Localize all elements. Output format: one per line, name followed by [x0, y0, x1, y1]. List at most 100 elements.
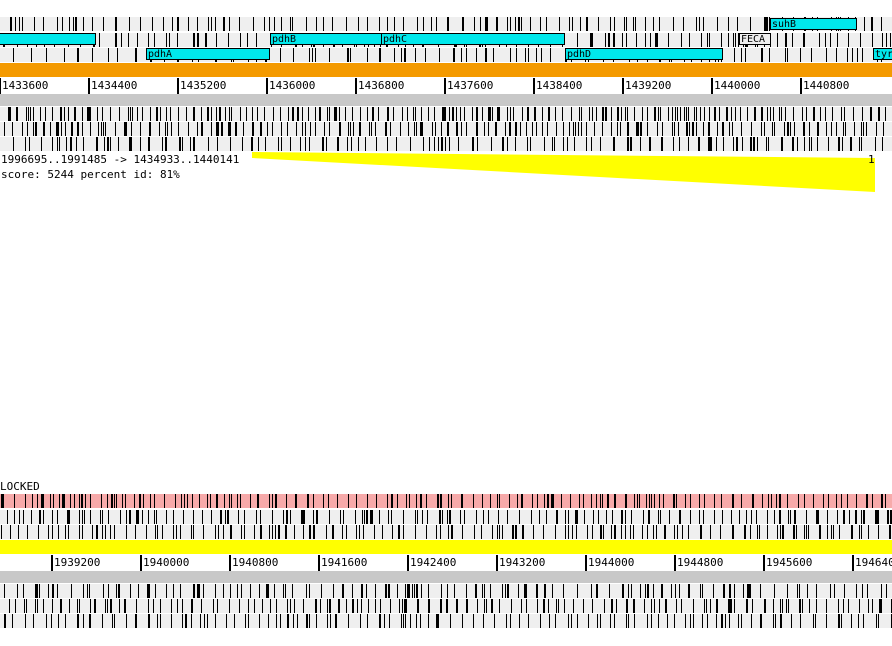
stop-codon-mark — [683, 17, 684, 31]
stop-codon-mark — [313, 510, 314, 524]
stop-codon-mark — [19, 510, 20, 524]
stop-codon-mark — [79, 510, 80, 524]
stop-codon-mark — [269, 494, 270, 508]
stop-codon-mark — [448, 525, 449, 539]
stop-codon-mark — [37, 584, 38, 598]
stop-codon-mark — [314, 525, 315, 539]
upper-ruler-tick: 1438400 — [533, 78, 582, 94]
stop-codon-mark — [651, 614, 652, 628]
stop-codon-mark — [348, 122, 349, 136]
gene-pdhB[interactable]: pdhB — [270, 33, 382, 45]
stop-codon-mark — [309, 48, 310, 62]
stop-codon-mark — [50, 494, 51, 508]
stop-codon-mark — [26, 599, 27, 613]
stop-codon-mark — [403, 510, 404, 524]
stop-codon-mark — [569, 122, 570, 136]
upper-sequence-band — [0, 63, 892, 77]
stop-codon-mark — [111, 494, 113, 508]
gene-pdhC[interactable]: pdhC — [381, 33, 565, 45]
stop-codon-mark — [626, 33, 627, 47]
gene-pdhD[interactable]: pdhD — [565, 48, 723, 60]
stop-codon-mark — [139, 494, 141, 508]
stop-codon-mark — [640, 584, 641, 598]
stop-codon-mark — [685, 614, 686, 628]
stop-codon-mark — [43, 510, 44, 524]
stop-codon-mark — [660, 107, 661, 121]
stop-codon-mark — [166, 33, 167, 47]
stop-codon-mark — [722, 510, 723, 524]
stop-codon-mark — [192, 494, 193, 508]
stop-codon-mark — [633, 525, 634, 539]
stop-codon-mark — [598, 17, 599, 31]
stop-codon-mark — [662, 122, 663, 136]
gene-tyr[interactable]: tyr — [873, 48, 892, 60]
stop-codon-mark — [303, 525, 304, 539]
stop-codon-mark — [182, 599, 183, 613]
stop-codon-mark — [571, 614, 572, 628]
stop-codon-mark — [627, 107, 628, 121]
stop-codon-mark — [401, 614, 402, 628]
stop-codon-mark — [600, 494, 601, 508]
stop-codon-mark — [732, 122, 733, 136]
stop-codon-mark — [572, 17, 573, 31]
stop-codon-mark — [774, 510, 775, 524]
stop-codon-mark — [584, 510, 585, 524]
match-alignment-shape[interactable] — [0, 150, 892, 195]
gene-suhB[interactable]: suhB — [770, 18, 857, 30]
stop-codon-mark — [604, 599, 605, 613]
stop-codon-mark — [583, 599, 584, 613]
stop-codon-mark — [304, 510, 305, 524]
stop-codon-mark — [786, 33, 787, 47]
stop-codon-mark — [466, 584, 467, 598]
stop-codon-mark — [611, 599, 613, 613]
stop-codon-mark — [244, 510, 245, 524]
stop-codon-mark — [602, 122, 603, 136]
stop-codon-mark — [709, 33, 710, 47]
lower-ruler-tick: 1939200 — [51, 555, 100, 571]
stop-codon-mark — [580, 17, 581, 31]
stop-codon-mark — [337, 137, 339, 151]
stop-codon-mark — [84, 510, 85, 524]
stop-codon-mark — [193, 107, 195, 121]
stop-codon-mark — [435, 122, 436, 136]
stop-codon-mark — [181, 494, 182, 508]
stop-codon-mark — [29, 137, 30, 151]
stop-codon-mark — [379, 48, 380, 62]
stop-codon-mark — [790, 122, 791, 136]
stop-codon-mark — [880, 599, 882, 613]
stop-codon-mark — [350, 48, 351, 62]
stop-codon-mark — [554, 137, 555, 151]
stop-codon-mark — [353, 122, 354, 136]
gene-feca[interactable]: FECA — [739, 33, 771, 45]
stop-codon-mark — [701, 525, 702, 539]
stop-codon-mark — [301, 510, 302, 524]
stop-codon-mark — [167, 122, 168, 136]
stop-codon-mark — [57, 137, 58, 151]
stop-codon-mark — [539, 510, 540, 524]
stop-codon-mark — [12, 614, 13, 628]
stop-codon-mark — [441, 599, 442, 613]
stop-codon-mark — [375, 122, 376, 136]
stop-codon-mark — [483, 510, 484, 524]
stop-codon-mark — [367, 107, 368, 121]
stop-codon-mark — [252, 137, 253, 151]
stop-codon-mark — [513, 107, 514, 121]
stop-codon-mark — [567, 137, 568, 151]
stop-codon-mark — [134, 494, 135, 508]
stop-codon-mark — [633, 599, 635, 613]
stop-codon-mark — [375, 584, 376, 598]
gene-left-1[interactable] — [0, 33, 96, 45]
stop-codon-mark — [536, 584, 537, 598]
stop-codon-mark — [417, 17, 418, 31]
stop-codon-mark — [442, 107, 444, 121]
stop-codon-mark — [614, 137, 615, 151]
gene-pdhA[interactable]: pdhA — [146, 48, 270, 60]
stop-codon-mark — [375, 599, 376, 613]
stop-codon-mark — [240, 107, 241, 121]
stop-codon-mark — [403, 17, 404, 31]
stop-codon-mark — [700, 584, 701, 598]
stop-codon-mark — [837, 510, 838, 524]
stop-codon-mark — [259, 614, 260, 628]
stop-codon-mark — [737, 137, 738, 151]
stop-codon-mark — [116, 494, 117, 508]
